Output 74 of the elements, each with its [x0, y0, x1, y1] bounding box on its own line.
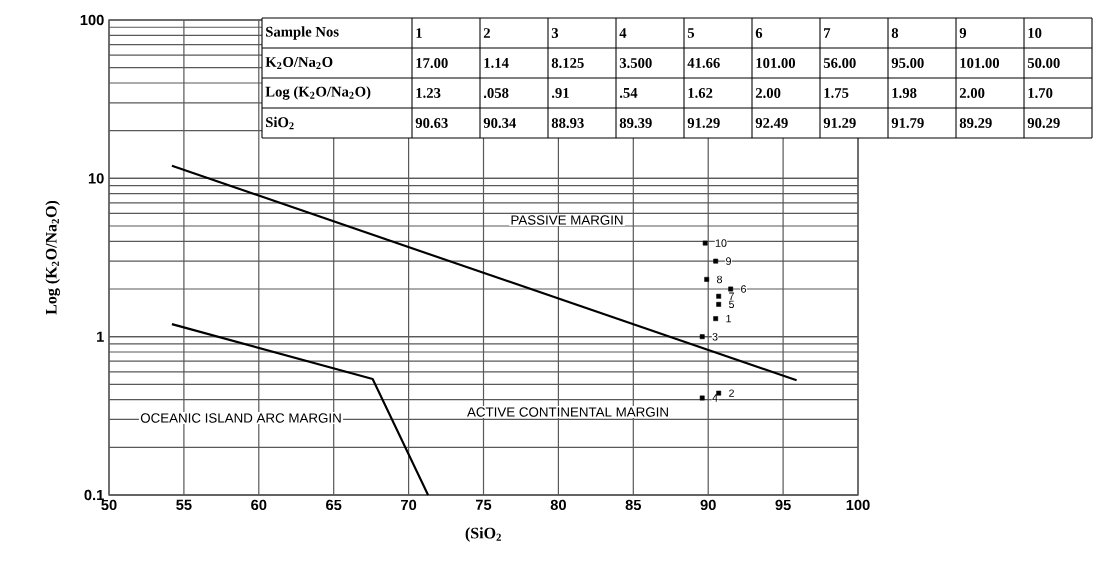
annotation: 4 [712, 394, 718, 402]
annotation: 2 [729, 389, 734, 397]
y-tick-label: 10 [88, 173, 104, 184]
annotation: K$_{2}$O/Na$_{2}$O [265, 57, 333, 69]
annotation: 7 [824, 28, 831, 38]
text: 101.00 [960, 58, 1000, 68]
x-tick-label: 55 [176, 499, 192, 510]
text: 50.00 [1027, 58, 1060, 68]
annotation: 8 [717, 275, 723, 284]
annotation: 2.00 [755, 88, 781, 98]
annotation: .54 [619, 88, 638, 98]
annotation: 41.66 [687, 58, 720, 68]
x-tick-label: 90 [700, 499, 716, 511]
annotation: 9 [726, 257, 731, 265]
annotation: 3 [551, 28, 559, 38]
annotation: 7 [729, 292, 734, 300]
annotation: 8.125 [551, 58, 584, 68]
annotation: 10 [715, 239, 727, 247]
annotation: .91 [551, 88, 569, 98]
annotation: 2 [483, 28, 490, 38]
annotation: OCEANIC ISLAND ARC MARGIN [140, 413, 341, 423]
annotation: 5 [687, 28, 695, 38]
annotation: 3.500 [619, 58, 652, 68]
x-axis-title: (SiO$_{2}$ [465, 527, 501, 542]
annotation: 1.23 [416, 88, 441, 98]
annotation: 1 [726, 314, 731, 323]
annotation: PASSIVE MARGIN [511, 215, 623, 225]
annotation: Sample Nos [266, 26, 339, 40]
y-tick-label: 100 [80, 14, 104, 26]
annotation: 1.75 [824, 88, 849, 98]
annotation: 90.34 [483, 118, 516, 128]
annotation: Log (K$_{2}$O/Na$_{2}$O) [265, 86, 371, 100]
x-tick-label: 75 [475, 499, 492, 510]
annotation: 5 [728, 300, 735, 309]
x-tick-label: 95 [775, 499, 791, 511]
annotation: 3 [712, 332, 718, 341]
y-tick-label: 1 [97, 331, 104, 342]
text: 89.29 [959, 118, 992, 128]
text: 9 [959, 28, 967, 38]
annotation: 1.62 [688, 88, 713, 98]
annotation: SiO$_{2}$ [266, 116, 294, 130]
x-tick-label: 50 [101, 499, 117, 511]
text: 10 [1028, 28, 1042, 38]
x-tick-label: 85 [625, 499, 642, 511]
x-tick-label: 70 [401, 499, 417, 511]
annotation: 89.39 [619, 118, 652, 128]
text: 8 [891, 28, 899, 38]
annotation: 88.93 [551, 118, 584, 128]
text: 90.29 [1027, 118, 1060, 128]
text: 1.70 [1028, 88, 1053, 98]
x-tick-label: 100 [846, 499, 870, 511]
annotation: 90.63 [415, 118, 448, 128]
annotation: 1 [416, 28, 422, 38]
x-tick-label: 80 [550, 499, 566, 511]
text: 91.79 [891, 118, 924, 128]
y-tick-label: 0.1 [84, 489, 104, 501]
annotation: 17.00 [416, 58, 448, 68]
x-tick-label: 65 [326, 499, 342, 511]
annotation: 91.29 [687, 118, 720, 128]
annotation: .058 [483, 88, 509, 98]
annotation: ACTIVE CONTINENTAL MARGIN [467, 407, 668, 417]
text: 2.00 [959, 88, 985, 98]
annotation: 92.49 [755, 118, 788, 128]
annotation: 101.00 [756, 58, 796, 68]
annotation: 91.29 [823, 118, 856, 128]
annotation: 6 [741, 285, 746, 293]
annotation: 4 [619, 28, 627, 38]
y-axis-title: Log (K$_{2}$O/Na$_{2}$O) [45, 200, 60, 315]
annotation: 6 [755, 28, 763, 38]
x-tick-label: 60 [251, 499, 267, 511]
text: 95.00 [891, 58, 924, 68]
annotation: 1.14 [484, 58, 509, 68]
text: 1.98 [892, 88, 917, 98]
annotation: 56.00 [823, 58, 856, 68]
